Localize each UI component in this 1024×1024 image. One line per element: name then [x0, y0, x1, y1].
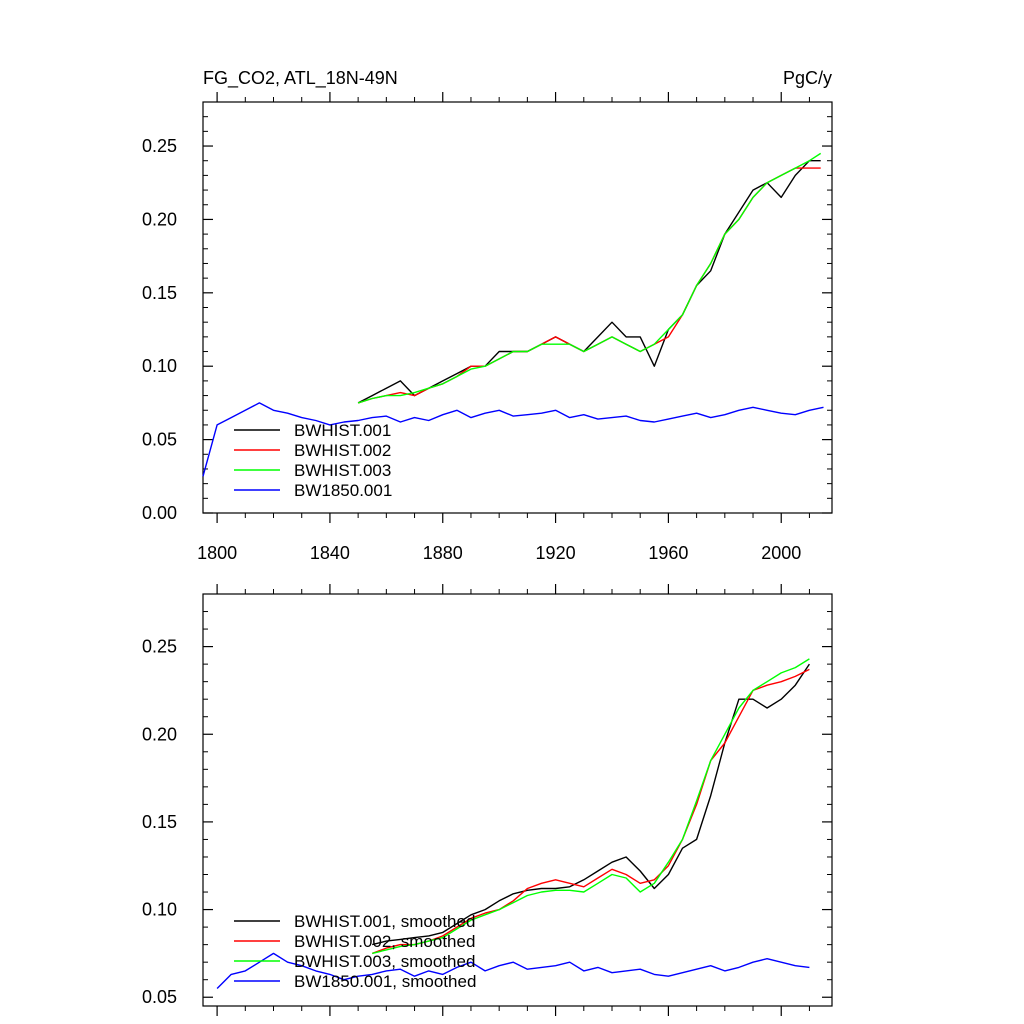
- y-tick-label: 0.20: [142, 724, 177, 744]
- bottom-x-axis: [216, 584, 810, 1016]
- top-x-axis: 1800 1840 1880 1920 1960 2000: [197, 92, 810, 563]
- legend-label: BWHIST.003: [294, 461, 391, 480]
- series-line: [216, 952, 810, 989]
- top-y-axis: 0.00 0.05 0.10 0.15 0.20 0.25: [142, 101, 832, 523]
- series-line: [357, 152, 822, 404]
- x-tick-label: 1880: [423, 543, 463, 563]
- y-tick-label: 0.10: [142, 356, 177, 376]
- x-tick-label: 1840: [310, 543, 350, 563]
- y-tick-label: 0.15: [142, 812, 177, 832]
- x-tick-label: 1920: [536, 543, 576, 563]
- legend-label: BWHIST.001, smoothed: [294, 912, 475, 931]
- bottom-panel-frame: [202, 593, 833, 1007]
- legend-label: BWHIST.001: [294, 421, 391, 440]
- x-tick-label: 2000: [761, 543, 801, 563]
- legend-label: BWHIST.002, smoothed: [294, 932, 475, 951]
- series-line: [372, 663, 810, 946]
- y-tick-label: 0.15: [142, 283, 177, 303]
- series-line: [202, 402, 824, 477]
- y-tick-label: 0.25: [142, 637, 177, 657]
- y-tick-label: 0.00: [142, 503, 177, 523]
- series-line: [372, 658, 810, 955]
- x-tick-label: 1800: [197, 543, 237, 563]
- legend-label: BW1850.001, smoothed: [294, 972, 476, 991]
- bottom-y-axis: 0.05 0.10 0.15 0.20 0.25: [142, 593, 832, 1007]
- legend-label: BWHIST.003, smoothed: [294, 952, 475, 971]
- top-panel: FG_CO2, ATL_18N-49N PgC/y 0.000.050.100.…: [142, 68, 833, 563]
- y-tick-label: 0.05: [142, 430, 177, 450]
- y-tick-label: 0.20: [142, 209, 177, 229]
- series-line: [371, 668, 810, 955]
- top-panel-units: PgC/y: [783, 68, 832, 88]
- series-line: [357, 167, 821, 404]
- series-line: [357, 159, 821, 404]
- legend-label: BW1850.001: [294, 481, 392, 500]
- top-panel-title: FG_CO2, ATL_18N-49N: [203, 68, 398, 89]
- legend-label: BWHIST.002: [294, 441, 391, 460]
- bottom-series-group: [216, 658, 810, 989]
- bottom-panel: 0.05 0.10 0.15 0.20 0.25 BWHIST.001, smoothe…: [142, 584, 833, 1016]
- y-tick-label: 0.10: [142, 900, 177, 920]
- x-tick-label: 1960: [648, 543, 688, 563]
- y-tick-label: 0.05: [142, 987, 177, 1007]
- y-tick-label: 0.25: [142, 136, 177, 156]
- top-series-group: [202, 152, 824, 477]
